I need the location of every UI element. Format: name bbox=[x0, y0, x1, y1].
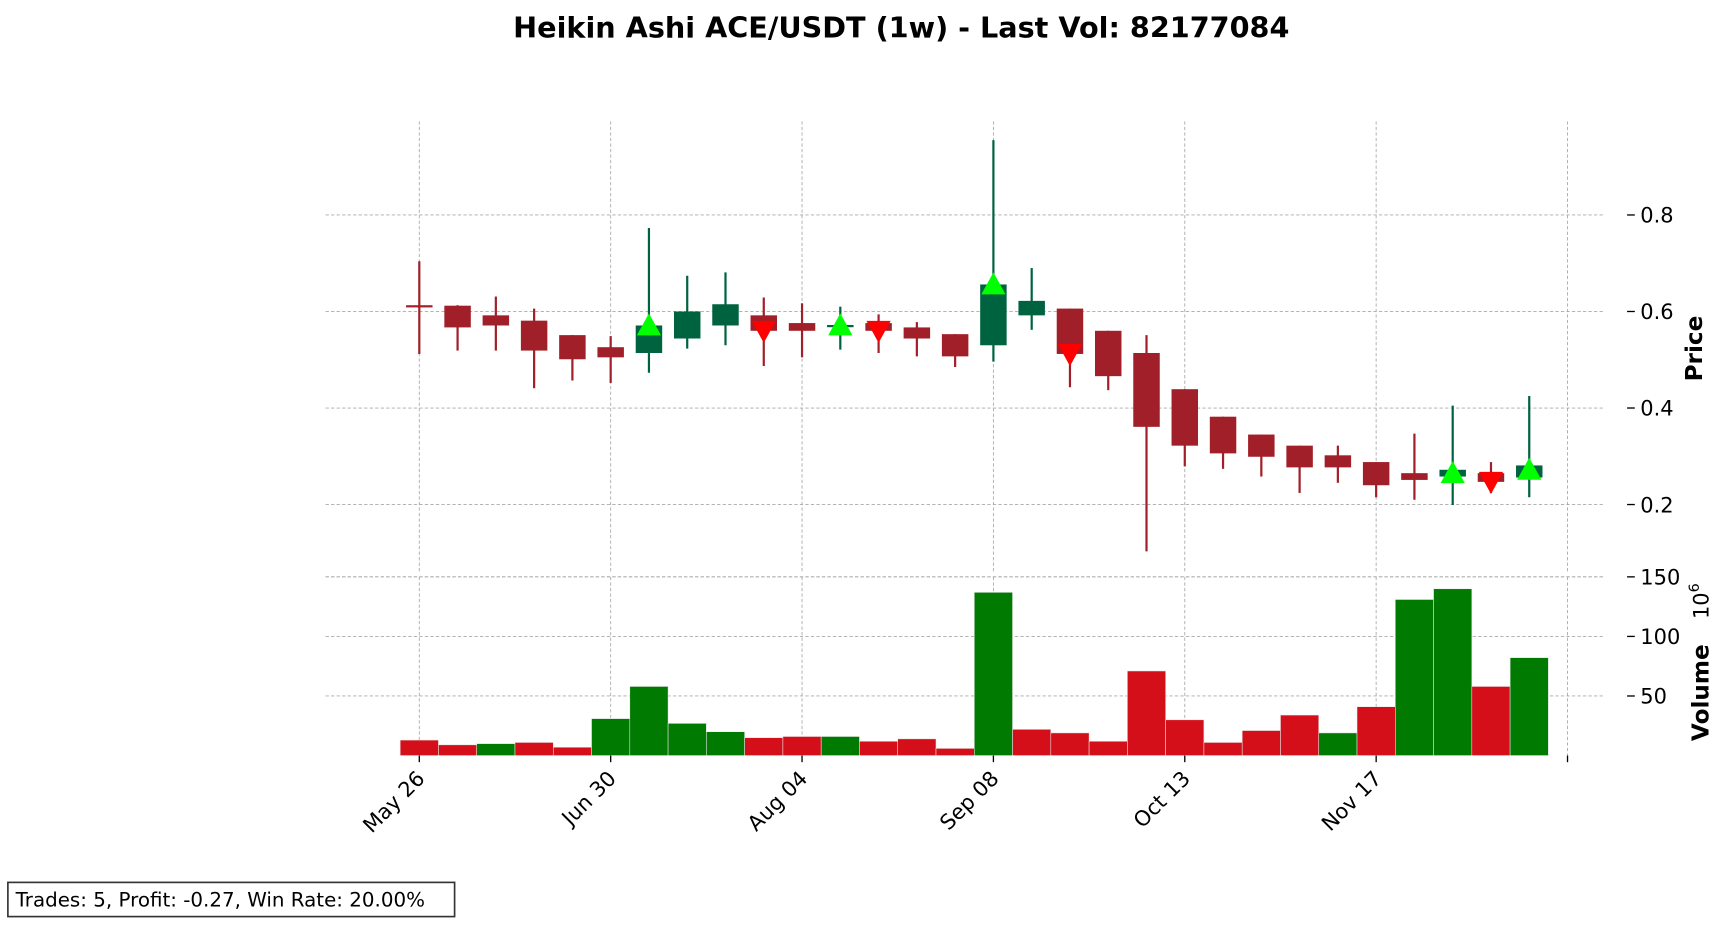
sell-signal-marker bbox=[866, 320, 891, 343]
volume-tick-label: 100 bbox=[1640, 625, 1680, 649]
volume-bar bbox=[1318, 732, 1358, 756]
sell-signal-marker bbox=[1478, 471, 1504, 494]
volume-tick-label: 150 bbox=[1640, 566, 1680, 590]
price-axis-label: Price bbox=[1682, 316, 1708, 382]
candle-body bbox=[597, 347, 624, 358]
sell-signal-marker bbox=[1057, 344, 1083, 367]
candle-body bbox=[1286, 445, 1313, 468]
price-tick-label: 0.6 bbox=[1640, 300, 1673, 324]
candle-body bbox=[1133, 352, 1160, 427]
x-tick-label: Nov 17 bbox=[1317, 766, 1386, 835]
x-tick-label: May 26 bbox=[358, 766, 429, 837]
volume-bar bbox=[1012, 729, 1052, 756]
x-tick-label: Sep 08 bbox=[935, 766, 1003, 834]
x-tick-label: Jun 30 bbox=[556, 766, 621, 831]
candle-body bbox=[673, 311, 701, 339]
volume-bar bbox=[514, 742, 554, 756]
candle-body bbox=[520, 320, 548, 351]
volume-bar bbox=[399, 739, 439, 756]
volume-bar bbox=[1127, 670, 1166, 756]
volume-bar bbox=[706, 731, 745, 756]
volume-bar bbox=[782, 736, 822, 756]
volume-bar bbox=[591, 718, 631, 756]
stats-box: Trades: 5, Profit: -0.27, Win Rate: 20.0… bbox=[7, 881, 456, 918]
price-tick-label: 0.4 bbox=[1640, 397, 1673, 421]
candle-body bbox=[1324, 455, 1352, 468]
buy-signal-marker bbox=[1517, 457, 1542, 480]
price-tick-label: 0.8 bbox=[1640, 204, 1673, 228]
volume-bar bbox=[476, 743, 516, 756]
volume-axis-label: Volume bbox=[1689, 644, 1715, 741]
candle-body bbox=[980, 284, 1007, 346]
candle-body bbox=[1094, 330, 1122, 377]
volume-bar bbox=[1356, 706, 1396, 756]
candle-body bbox=[1209, 416, 1237, 454]
volume-bar bbox=[973, 592, 1013, 756]
volume-bar bbox=[1203, 742, 1243, 756]
x-tick-label: Oct 13 bbox=[1129, 766, 1195, 832]
volume-bar bbox=[667, 723, 707, 756]
volume-tick-label: 50 bbox=[1640, 685, 1667, 709]
buy-signal-marker bbox=[636, 313, 662, 336]
volume-bar bbox=[820, 736, 860, 756]
candle-body bbox=[1248, 434, 1275, 457]
volume-bar bbox=[1241, 730, 1281, 756]
candle-body bbox=[482, 315, 510, 326]
candles bbox=[406, 140, 1543, 552]
candle-body bbox=[1362, 462, 1390, 486]
volume-bar bbox=[897, 738, 937, 756]
candle-body bbox=[1401, 473, 1428, 480]
candle-body bbox=[444, 305, 471, 328]
volume-bar bbox=[1088, 740, 1128, 756]
candle-body bbox=[712, 304, 739, 326]
volume-bar bbox=[859, 740, 899, 756]
volume-exponent: 106 bbox=[1687, 583, 1714, 619]
volume-bars bbox=[399, 588, 1549, 756]
price-tick-label: 0.2 bbox=[1640, 493, 1673, 517]
volume-bar bbox=[1050, 732, 1090, 756]
candle-body bbox=[788, 323, 816, 331]
sell-signal-marker bbox=[751, 320, 776, 343]
volume-bar bbox=[438, 744, 477, 756]
chart-title: Heikin Ashi ACE/USDT (1w) - Last Vol: 82… bbox=[513, 11, 1289, 45]
candle-body bbox=[903, 327, 931, 339]
price-grid: 0.2 0.4 0.6 0.8 bbox=[325, 121, 1674, 574]
volume-bar bbox=[1165, 719, 1205, 756]
buy-signal-marker bbox=[1440, 461, 1465, 484]
x-tick-label: Aug 04 bbox=[743, 766, 812, 835]
candle-body bbox=[941, 334, 969, 357]
buy-signal-marker bbox=[981, 272, 1006, 295]
volume-bar bbox=[1509, 657, 1549, 756]
candle-body bbox=[1018, 300, 1045, 316]
trade-signals bbox=[636, 272, 1542, 494]
x-axis: May 26 Jun 30 Aug 04 Sep 08 Oct 13 Nov 17 bbox=[358, 755, 1569, 838]
volume-bar bbox=[744, 737, 784, 756]
volume-bar bbox=[1280, 714, 1320, 756]
volume-grid: 50 100 150 bbox=[325, 566, 1680, 756]
volume-bar bbox=[629, 686, 669, 756]
candle-body bbox=[406, 305, 433, 308]
volume-bar bbox=[1395, 599, 1434, 756]
buy-signal-marker bbox=[828, 313, 853, 336]
volume-bar bbox=[1433, 588, 1473, 756]
volume-bar bbox=[935, 748, 975, 756]
candle-body bbox=[1171, 389, 1199, 446]
candle-body bbox=[559, 335, 586, 360]
stats-text: Trades: 5, Profit: -0.27, Win Rate: 20.0… bbox=[15, 889, 425, 912]
volume-bar bbox=[1471, 686, 1511, 756]
volume-bar bbox=[552, 746, 592, 756]
